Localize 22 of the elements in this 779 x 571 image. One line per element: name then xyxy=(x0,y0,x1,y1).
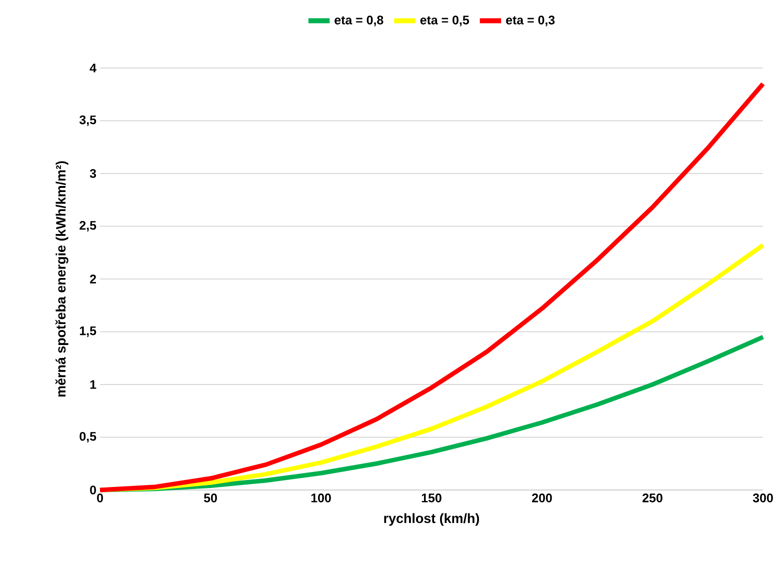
y-tick-label: 3,5 xyxy=(79,115,96,126)
y-tick-label: 4 xyxy=(90,64,96,72)
legend-label: eta = 0,5 xyxy=(420,16,470,26)
x-tick-label: 200 xyxy=(532,494,552,502)
y-tick-label: 2,5 xyxy=(80,220,96,232)
x-tick-label: 250 xyxy=(642,494,662,502)
y-tick-label: 0 xyxy=(90,486,96,494)
x-tick-label: 0 xyxy=(97,494,103,502)
y-tick-label: 2 xyxy=(90,274,96,284)
x-tick-label: 300 xyxy=(752,494,773,502)
x-tick-label: 50 xyxy=(204,494,217,502)
x-axis-title: rychlost (km/h) xyxy=(384,513,480,526)
x-tick-label: 100 xyxy=(311,494,331,502)
line-series xyxy=(98,82,766,492)
y-tick-label: 3 xyxy=(90,169,96,178)
y-axis-title: měrná spotřeba energie (kWh/km/m²) xyxy=(55,161,68,397)
legend-label: eta = 0,8 xyxy=(334,16,384,26)
y-tick-label: 1,5 xyxy=(80,326,96,337)
y-tick-label: 1 xyxy=(90,380,96,389)
y-tick-label: 0,5 xyxy=(80,432,96,443)
x-tick-label: 150 xyxy=(422,494,442,502)
legend-label: eta = 0,3 xyxy=(506,16,555,26)
